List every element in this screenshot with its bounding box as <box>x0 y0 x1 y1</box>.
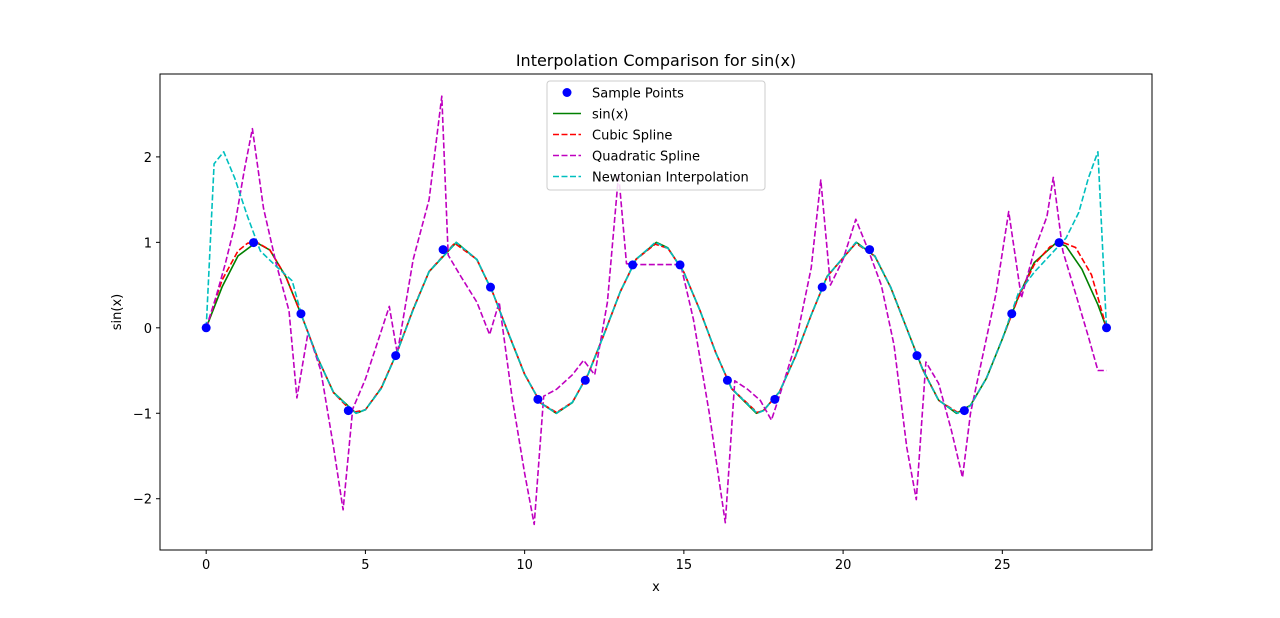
legend-box <box>546 80 766 191</box>
chart-title: Interpolation Comparison for sin(x) <box>516 51 796 70</box>
y-tick-label: −2 <box>133 493 152 508</box>
quadratic-spline-line <box>205 95 1107 526</box>
y-axis-label: sin(x) <box>110 294 125 330</box>
x-tick-label: 20 <box>835 558 852 573</box>
sample-point <box>343 406 353 416</box>
sample-point <box>533 394 543 404</box>
sample-point <box>438 245 448 255</box>
y-tick-label: 2 <box>144 151 152 166</box>
legend-label-cubic-spline: Cubic Spline <box>592 129 672 144</box>
y-tick-label: 1 <box>144 236 152 251</box>
x-tick-label: 25 <box>994 558 1011 573</box>
sample-point <box>1007 309 1017 319</box>
legend-label-sample-points: Sample Points <box>592 87 684 102</box>
sample-point <box>912 351 922 361</box>
plot-frame <box>159 73 1153 551</box>
legend-label-newtonian-interpolation: Newtonian Interpolation <box>592 171 749 186</box>
x-tick-label: 0 <box>202 558 210 573</box>
legend: Sample Points sin(x) Cubic Spline Quadratic… <box>546 80 766 191</box>
x-tick-label: 5 <box>361 558 369 573</box>
x-tick-label: 10 <box>516 558 533 573</box>
sample-point <box>722 375 732 385</box>
sample-point <box>628 260 638 270</box>
sample-point <box>296 309 306 319</box>
sample-point <box>1102 323 1112 333</box>
x-axis-label: x <box>652 580 660 595</box>
axes-layer: 0 5 10 15 20 25 −2 −1 0 1 2 <box>133 151 1011 573</box>
sample-point <box>249 238 259 248</box>
cubic-spline-line <box>205 241 1108 414</box>
series-layer <box>201 95 1112 526</box>
newtonian-interpolation-line <box>205 151 1108 415</box>
x-tick-label: 15 <box>676 558 693 573</box>
y-tick-label: 0 <box>144 322 152 337</box>
sample-point <box>391 351 401 361</box>
sample-point <box>817 282 827 292</box>
sample-point <box>770 394 780 404</box>
sample-point <box>675 260 685 270</box>
sample-point <box>1054 238 1064 248</box>
legend-label-quadratic-spline: Quadratic Spline <box>592 150 700 165</box>
sample-point <box>485 282 495 292</box>
sample-point <box>580 375 590 385</box>
sample-point <box>201 323 211 333</box>
y-tick-label: −1 <box>133 407 152 422</box>
sample-point <box>959 406 969 416</box>
sample-point <box>865 245 875 255</box>
legend-label-sin-x: sin(x) <box>592 108 628 123</box>
legend-marker-sample-points <box>562 88 572 97</box>
